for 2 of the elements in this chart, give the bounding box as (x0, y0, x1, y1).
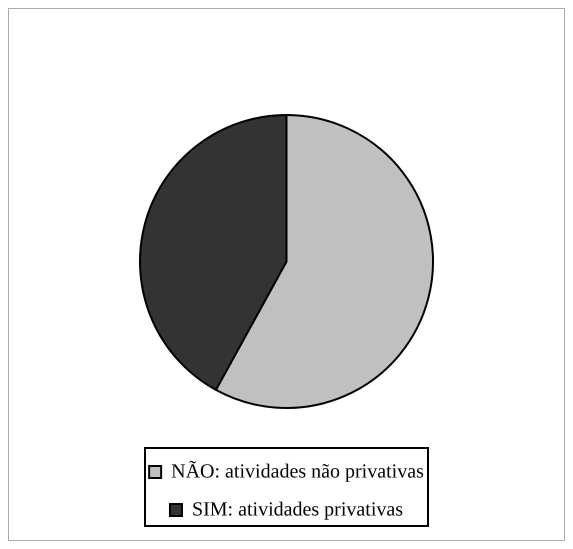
legend-label: NÃO: atividades não privativas (171, 460, 424, 482)
legend-label: SIM: atividades privativas (192, 498, 404, 520)
